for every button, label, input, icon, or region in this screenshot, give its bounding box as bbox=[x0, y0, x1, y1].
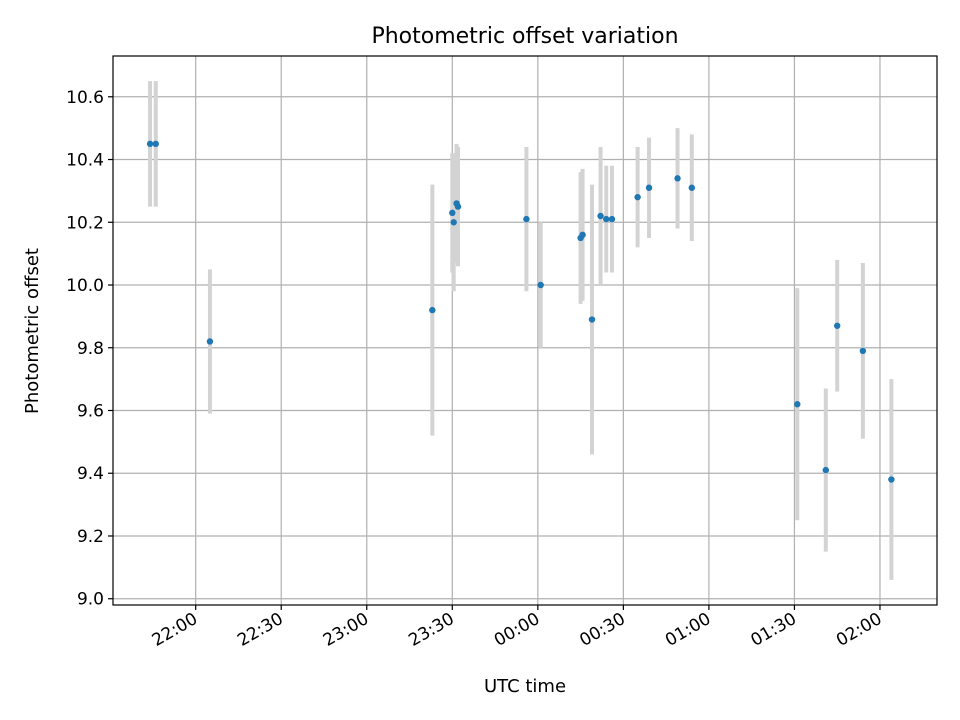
data-point bbox=[822, 466, 830, 474]
chart-title: Photometric offset variation bbox=[371, 24, 678, 49]
data-point bbox=[449, 209, 456, 217]
y-tick-label: 9.4 bbox=[77, 464, 104, 484]
y-tick-label: 10.4 bbox=[66, 151, 104, 171]
data-point bbox=[206, 338, 214, 345]
data-point bbox=[152, 140, 159, 148]
y-tick-label: 10.2 bbox=[66, 213, 104, 233]
y-tick-label: 10.0 bbox=[66, 276, 104, 296]
plot-frame bbox=[112, 55, 938, 606]
y-axis-label: Photometric offset bbox=[22, 248, 43, 414]
point-layer bbox=[146, 140, 895, 483]
data-point bbox=[454, 203, 462, 210]
data-point bbox=[794, 401, 801, 408]
y-tick-label: 9.2 bbox=[77, 527, 104, 547]
y-tick-label: 9.8 bbox=[77, 339, 104, 359]
data-point bbox=[146, 140, 154, 148]
data-point bbox=[429, 306, 436, 314]
data-point bbox=[537, 281, 544, 289]
y-tick-label: 9.6 bbox=[77, 401, 104, 421]
data-point bbox=[523, 215, 530, 223]
y-tick-label: 10.6 bbox=[66, 88, 104, 108]
data-point bbox=[888, 476, 895, 483]
y-tick-label: 9.0 bbox=[77, 590, 104, 610]
data-point bbox=[603, 215, 610, 223]
data-point bbox=[645, 184, 653, 191]
data-point bbox=[579, 231, 586, 239]
data-point bbox=[588, 316, 596, 323]
data-point bbox=[834, 322, 841, 329]
data-point bbox=[450, 219, 457, 226]
data-point bbox=[634, 193, 641, 201]
y-axis-ticks: 9.0 9.2 9.4 9.6 9.8 10.0 10.2 10.4 10.6 bbox=[66, 88, 113, 610]
data-point bbox=[674, 175, 681, 182]
data-point bbox=[859, 347, 867, 355]
x-axis-label: UTC time bbox=[484, 676, 566, 697]
data-point bbox=[597, 212, 604, 220]
data-point bbox=[608, 215, 616, 223]
data-point bbox=[688, 184, 695, 191]
